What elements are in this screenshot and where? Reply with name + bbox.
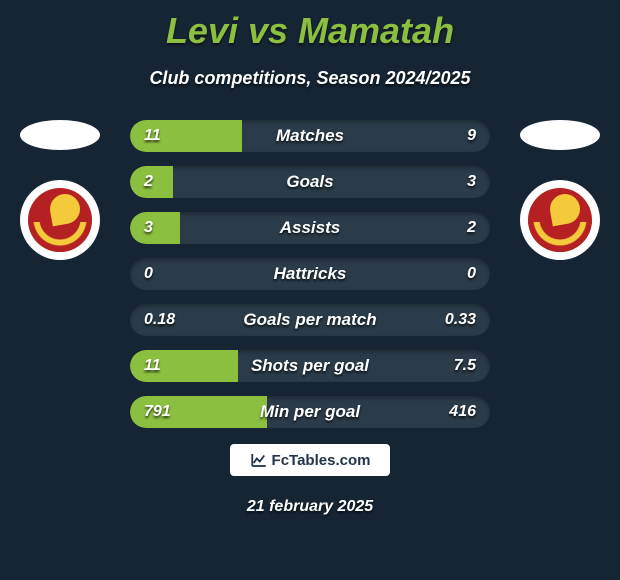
stat-label: Goals per match bbox=[243, 310, 376, 330]
stat-value-right: 2 bbox=[467, 212, 476, 244]
page-title: Levi vs Mamatah bbox=[0, 0, 620, 52]
stat-value-left: 0.18 bbox=[144, 304, 175, 336]
stats-bars: 11 Matches 9 2 Goals 3 3 Assists 2 0 Hattricks 0 0.1… bbox=[130, 120, 490, 428]
stat-value-right: 9 bbox=[467, 120, 476, 152]
stat-value-right: 7.5 bbox=[454, 350, 476, 382]
stat-row: 791 Min per goal 416 bbox=[130, 396, 490, 428]
player-right-club-badge bbox=[520, 180, 600, 260]
stat-value-left: 0 bbox=[144, 258, 153, 290]
stat-value-right: 0 bbox=[467, 258, 476, 290]
stat-label: Matches bbox=[276, 126, 344, 146]
stat-value-left: 11 bbox=[144, 120, 161, 152]
stat-value-left: 2 bbox=[144, 166, 153, 198]
footer-date: 21 february 2025 bbox=[0, 498, 620, 516]
chart-icon bbox=[250, 451, 268, 469]
player-left-column bbox=[10, 120, 110, 260]
stat-row: 11 Shots per goal 7.5 bbox=[130, 350, 490, 382]
stat-row: 2 Goals 3 bbox=[130, 166, 490, 198]
page-subtitle: Club competitions, Season 2024/2025 bbox=[0, 68, 620, 89]
stat-row: 0 Hattricks 0 bbox=[130, 258, 490, 290]
brand-badge: FcTables.com bbox=[230, 444, 390, 476]
stat-value-left: 791 bbox=[144, 396, 171, 428]
stat-fill-left bbox=[130, 212, 180, 244]
stat-label: Hattricks bbox=[274, 264, 347, 284]
stat-label: Shots per goal bbox=[251, 356, 369, 376]
stat-value-right: 0.33 bbox=[445, 304, 476, 336]
stat-label: Min per goal bbox=[260, 402, 360, 422]
player-left-silhouette bbox=[20, 120, 100, 150]
player-right-silhouette bbox=[520, 120, 600, 150]
stat-label: Goals bbox=[286, 172, 333, 192]
stat-value-right: 416 bbox=[449, 396, 476, 428]
stat-value-left: 11 bbox=[144, 350, 161, 382]
stat-label: Assists bbox=[280, 218, 340, 238]
player-left-club-badge bbox=[20, 180, 100, 260]
stat-value-right: 3 bbox=[467, 166, 476, 198]
brand-text: FcTables.com bbox=[272, 452, 371, 469]
stat-value-left: 3 bbox=[144, 212, 153, 244]
player-right-column bbox=[510, 120, 610, 260]
stat-row: 0.18 Goals per match 0.33 bbox=[130, 304, 490, 336]
stat-row: 3 Assists 2 bbox=[130, 212, 490, 244]
stat-row: 11 Matches 9 bbox=[130, 120, 490, 152]
